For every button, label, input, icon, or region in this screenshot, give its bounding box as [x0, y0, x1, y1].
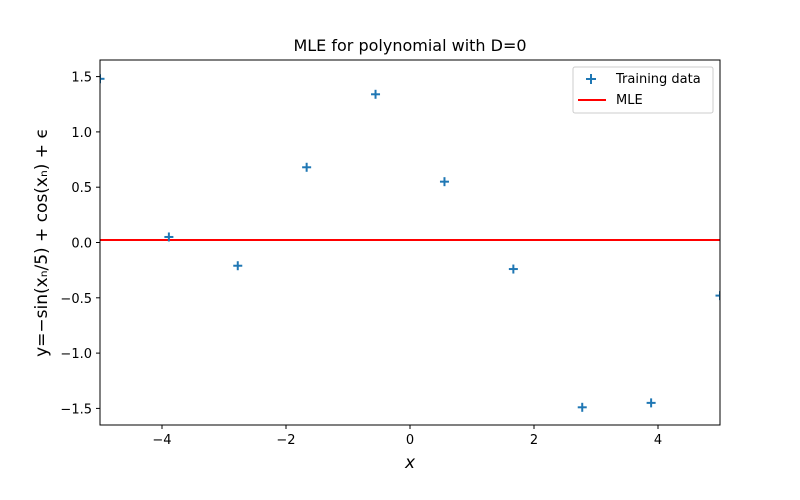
y-tick-label: 0.5 [71, 181, 92, 196]
y-tick-label: −1.5 [60, 402, 92, 417]
legend-box [572, 66, 714, 114]
legend-marker-training-data [586, 74, 596, 84]
plot-area [99, 59, 721, 426]
legend-label-mle: MLE [616, 93, 643, 108]
x-tick-label: −4 [152, 433, 171, 448]
x-tick-label: −2 [276, 433, 295, 448]
y-tick-label: −1.0 [60, 347, 92, 362]
y-tick-label: 0.0 [71, 237, 92, 252]
x-axis-label: x [404, 453, 416, 473]
x-tick-label: 4 [654, 433, 662, 448]
y-tick-label: 1.5 [71, 71, 92, 86]
legend-label-training-data: Training data [615, 72, 701, 87]
plot-background [100, 60, 720, 425]
training-data-point [646, 398, 656, 408]
training-data-point [302, 162, 312, 172]
y-tick-label: 1.0 [71, 126, 92, 141]
chart-title: MLE for polynomial with D=0 [293, 36, 526, 55]
training-data-point [100, 74, 105, 84]
y-axis-label: y=−sin(xₙ/5) + cos(xₙ) + ϵ [32, 128, 52, 357]
x-axis: −4 −2 0 2 4 [152, 425, 662, 448]
y-tick-label: −0.5 [60, 292, 92, 307]
x-tick-label: 0 [406, 433, 414, 448]
y-axis: −1.5 −1.0 −0.5 0.0 0.5 1.0 1.5 [60, 71, 100, 417]
x-tick-label: 2 [530, 433, 538, 448]
training-data-point [233, 261, 243, 271]
training-data-point [577, 402, 587, 412]
training-data-point [439, 177, 449, 187]
training-data-point [508, 264, 518, 274]
training-data-point [164, 232, 174, 242]
training-data-point [715, 291, 720, 301]
training-data-point [371, 89, 381, 99]
legend: Training data MLE [572, 66, 714, 114]
